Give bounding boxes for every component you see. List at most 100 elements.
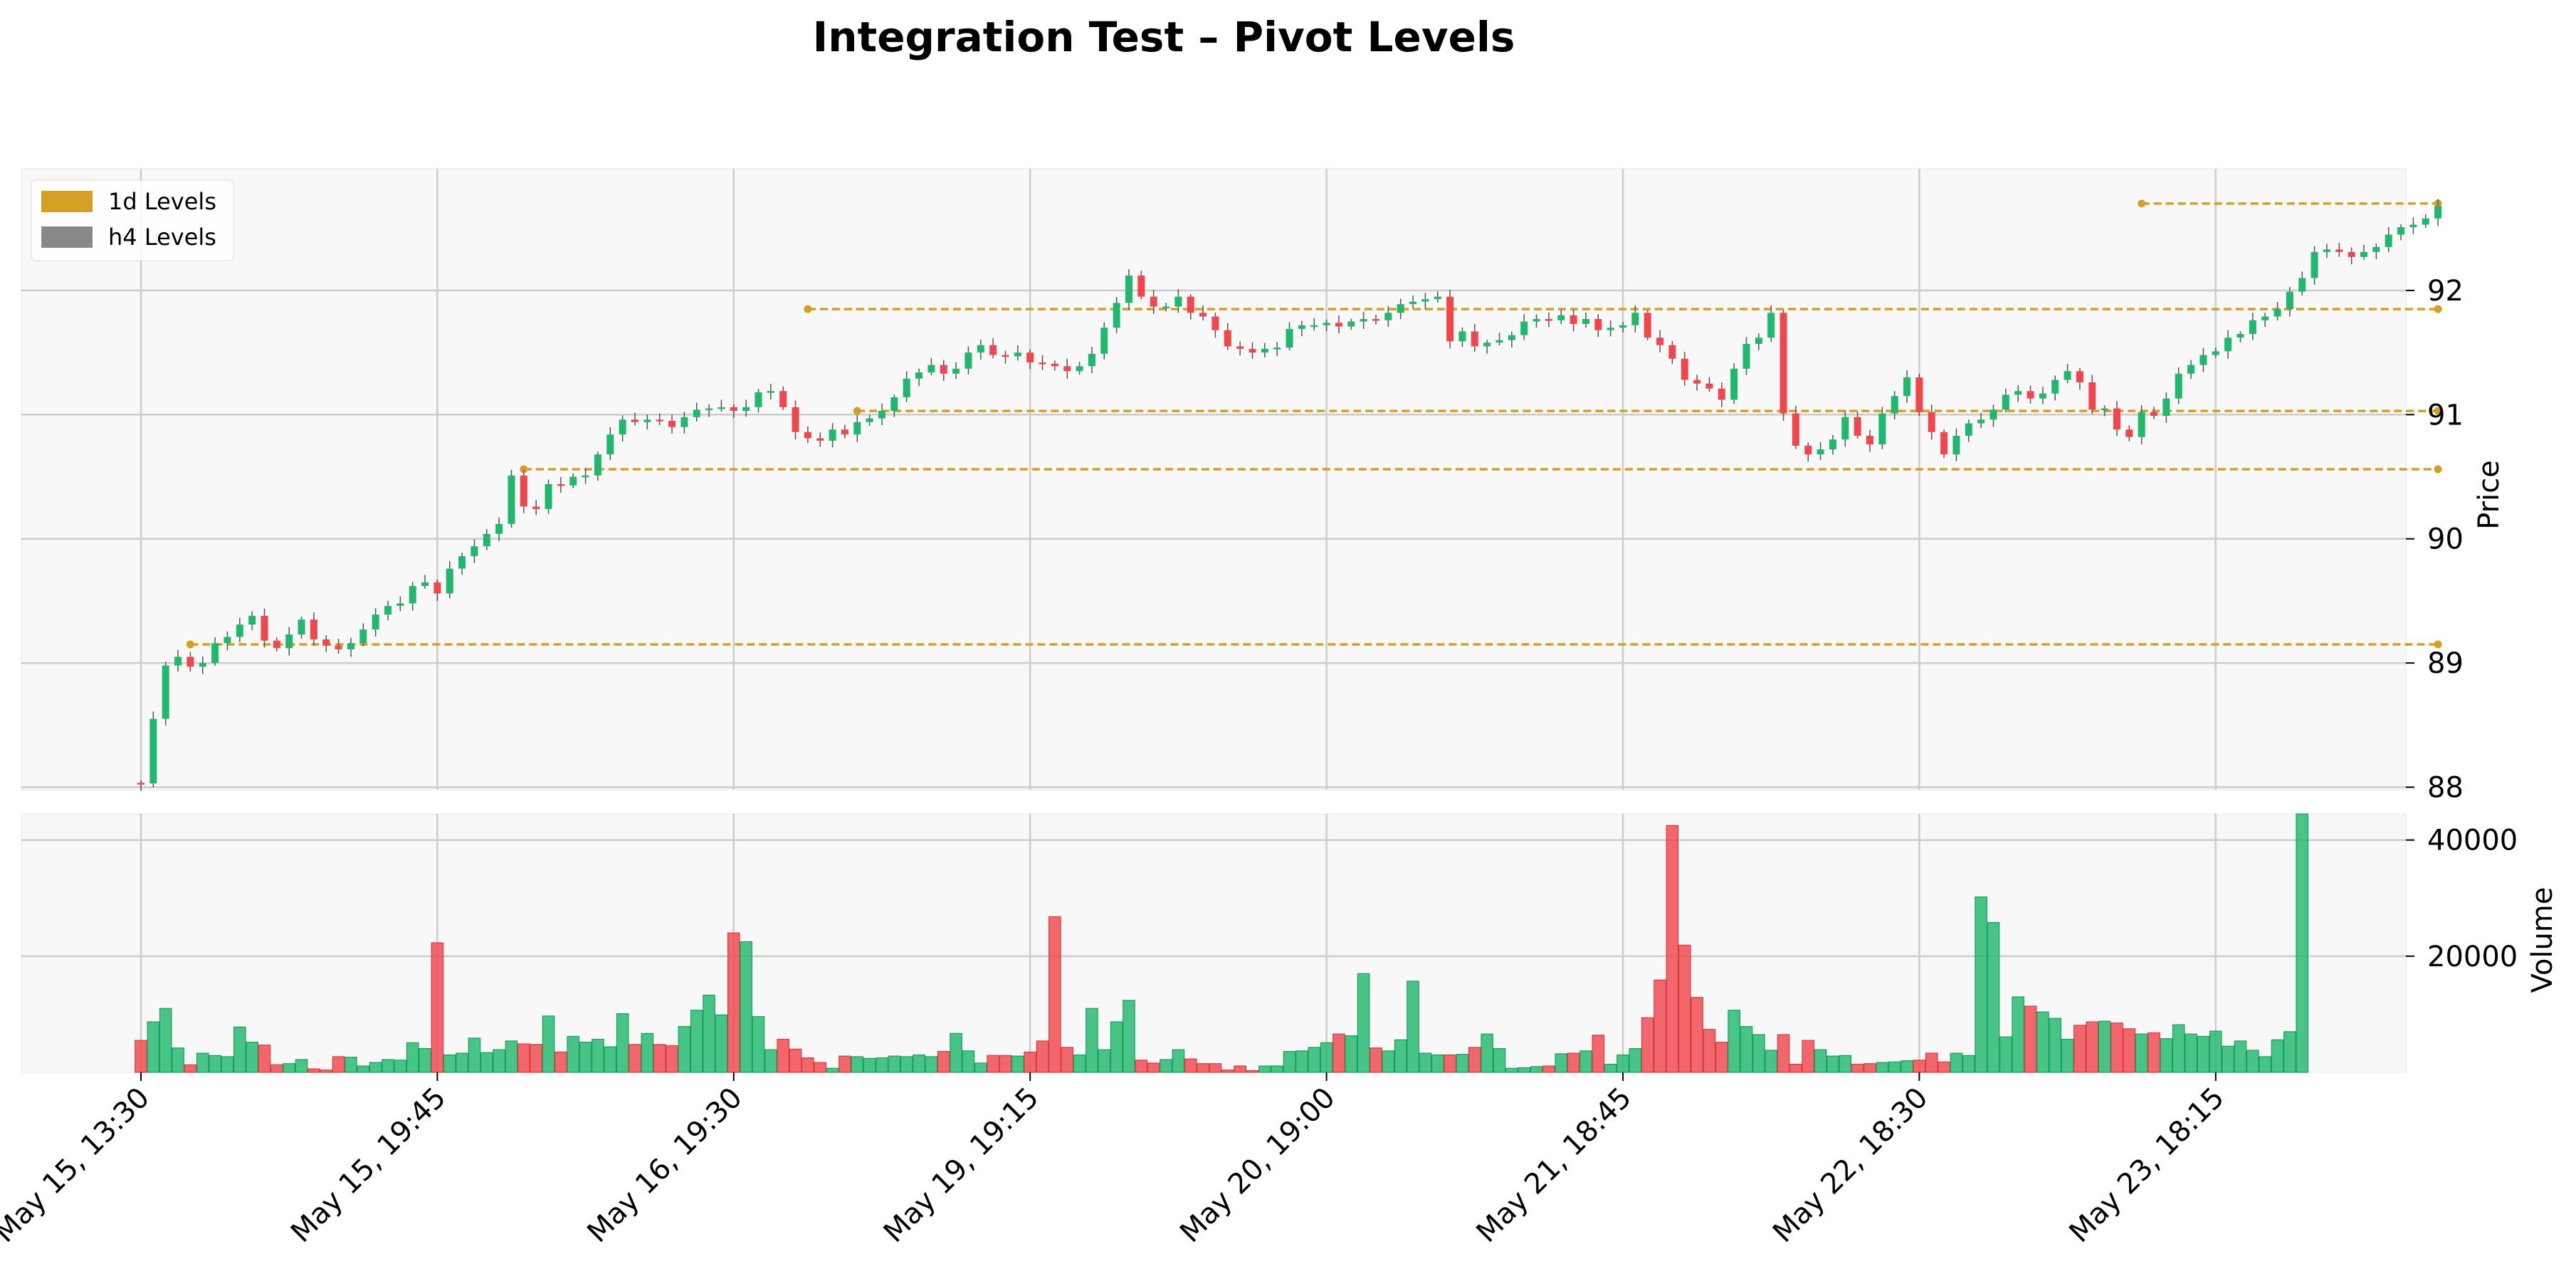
volume-bar [987,1055,999,1073]
candle-body [149,718,157,784]
volume-bar [172,1047,184,1073]
volume-bar [1468,1047,1481,1073]
volume-bar [999,1055,1012,1073]
candle-body [384,605,391,615]
legend-swatch-h4 [41,226,93,248]
volume-bar [1925,1052,1938,1073]
volume-bar [320,1070,333,1073]
candle-body [1162,306,1170,309]
candle-body [1854,417,1861,436]
volume-bar [1530,1066,1543,1073]
volume-bar [1962,1055,1975,1073]
volume-bar [2246,1050,2259,1073]
candle-body [792,407,799,432]
volume-bar [394,1060,407,1073]
volume-bar [1505,1067,1518,1073]
volume-bar [1011,1055,1024,1073]
pivot-level-marker [2434,640,2442,649]
pivot-level-marker [520,465,528,474]
candle-body [285,634,293,649]
candle-body [1656,338,1664,345]
volume-bar [419,1047,431,1073]
price-tick-label: 91 [2427,399,2464,432]
volume-bar [258,1045,271,1073]
volume-bar [1777,1034,1790,1073]
candle-body [483,533,490,547]
candle-body [1718,388,1725,400]
candle-body [1508,335,1515,340]
candle-body [1495,340,1503,343]
candle-body [409,585,416,604]
candle-body [421,582,429,586]
volume-bar [814,1062,827,1073]
volume-bar [1579,1050,1592,1073]
candle-body [224,637,231,644]
x-axis: May 15, 13:30 May 15, 19:45 May 16, 19:30 M… [0,1072,2231,1249]
candle-body [964,352,972,369]
volume-bar [307,1068,320,1073]
volume-bar [1320,1042,1333,1073]
volume-bar [493,1049,505,1073]
volume-bar [530,1044,542,1073]
volume-bar [1592,1035,1605,1073]
candle-body [1273,347,1281,350]
volume-bar [1839,1055,1852,1073]
candle-body [1668,345,1676,359]
candle-body [2422,218,2429,225]
candle-body [1866,435,1873,445]
volume-bar [1048,916,1061,1073]
volume-bar [2234,1040,2247,1073]
candle-body [1076,366,1083,372]
candle-body [2187,365,2195,374]
candle-body [2261,316,2269,320]
candle-body [396,603,404,606]
volume-bar [1431,1054,1444,1073]
candle-body [606,434,614,455]
candle-body [755,392,762,407]
candle-body [631,419,638,422]
volume-bar [221,1056,234,1073]
volume-bar [2123,1028,2136,1073]
volume-panel-background [21,813,2407,1073]
volume-bar [468,1037,481,1073]
candle-body [273,640,280,649]
volume-bar [641,1032,654,1073]
pivot-level-marker [2434,305,2442,313]
candle-body [1965,423,1972,436]
candle-body [915,372,923,379]
candle-body [643,419,651,422]
volume-bar [1209,1063,1222,1073]
candle-body [927,365,935,373]
volume-bar [1147,1062,1160,1073]
candle-body [1792,413,1799,446]
candle-body [1841,417,1849,440]
candle-body [236,624,243,637]
volume-bar [826,1067,839,1073]
candle-body [1952,435,1960,455]
volume-bar [1814,1049,1827,1073]
candle-body [693,409,700,417]
volume-bar [2098,1020,2111,1073]
volume-bar [838,1055,851,1073]
candle-body [594,454,601,476]
volume-bar [505,1040,518,1073]
volume-bar [1703,1029,1716,1073]
volume-bar [1728,1010,1740,1073]
candle-body [1100,328,1108,354]
candle-body [458,556,466,569]
volume-bar [950,1032,962,1073]
volume-bar [283,1063,295,1073]
volume-bar [1135,1060,1148,1073]
volume-bar [1160,1059,1172,1073]
candle-body [2348,251,2355,257]
candle-body [1409,301,1417,305]
price-panel-background [21,168,2407,790]
x-tick-label: May 23, 18:15 [2063,1082,2230,1249]
candle-body [804,432,811,439]
volume-bar [1123,1000,1135,1073]
volume-bar [629,1044,641,1073]
pivot-level-marker [186,640,194,649]
candle-body [1039,362,1046,365]
candle-body [1903,377,1911,397]
volume-bar [135,1040,147,1073]
